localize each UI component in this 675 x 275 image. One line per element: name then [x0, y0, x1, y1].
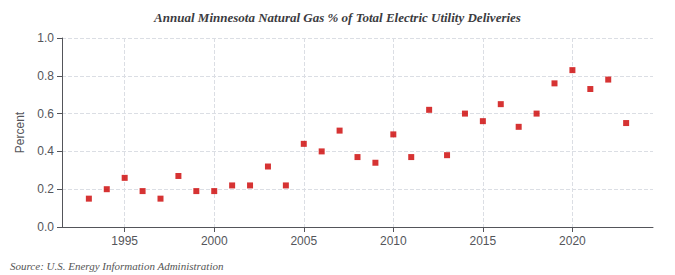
svg-text:1995: 1995 — [111, 234, 138, 248]
svg-text:2010: 2010 — [380, 234, 407, 248]
svg-text:Source: U.S. Energy Informatio: Source: U.S. Energy Information Administ… — [10, 260, 224, 272]
svg-text:2005: 2005 — [290, 234, 317, 248]
svg-text:1.0: 1.0 — [37, 31, 54, 45]
svg-text:2015: 2015 — [470, 234, 497, 248]
svg-text:0.8: 0.8 — [37, 69, 54, 83]
svg-text:0.4: 0.4 — [37, 144, 54, 158]
svg-text:Annual Minnesota Natural Gas %: Annual Minnesota Natural Gas % of Total … — [153, 10, 521, 25]
svg-text:2020: 2020 — [559, 234, 586, 248]
svg-text:0.2: 0.2 — [37, 182, 54, 196]
svg-text:Percent: Percent — [13, 111, 27, 153]
svg-text:0.6: 0.6 — [37, 107, 54, 121]
svg-text:2000: 2000 — [201, 234, 228, 248]
svg-text:0.0: 0.0 — [37, 220, 54, 234]
